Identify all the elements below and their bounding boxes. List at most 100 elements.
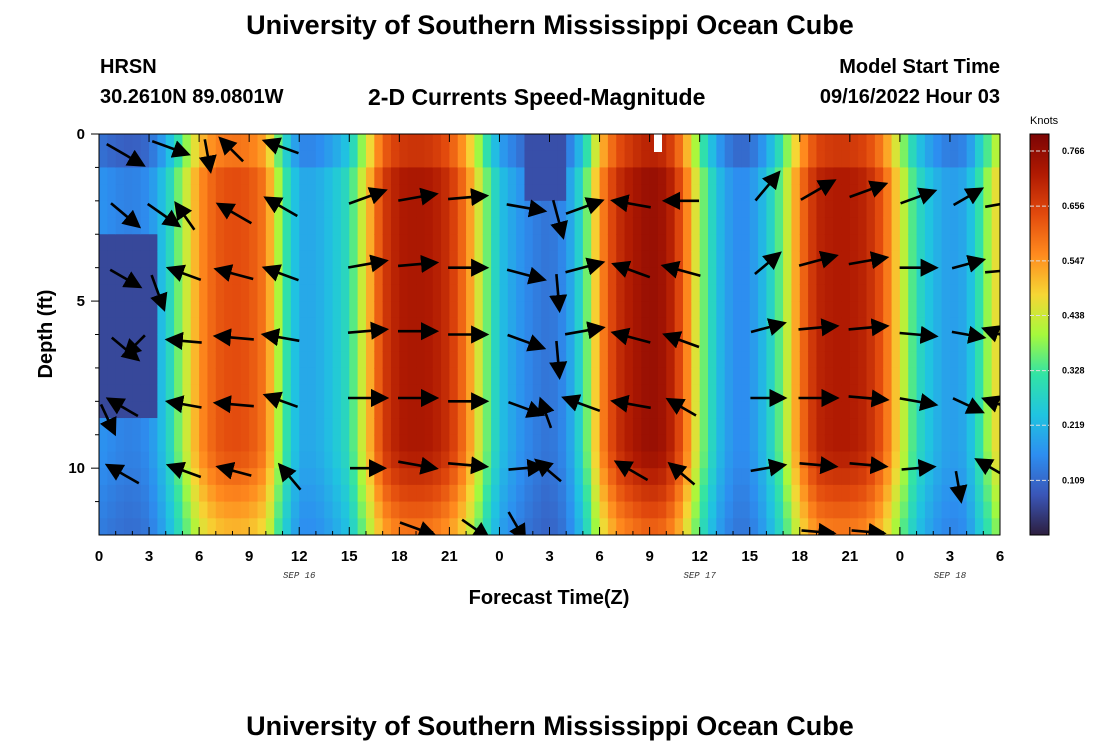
heatmap-cell (591, 484, 601, 503)
heatmap-cell (682, 468, 692, 486)
heatmap-cell (324, 418, 334, 436)
heatmap-cell (758, 401, 767, 419)
heatmap-cell (257, 384, 267, 402)
heatmap-cell (441, 250, 450, 269)
heatmap-cell (365, 351, 375, 369)
heatmap-cell (190, 451, 200, 469)
speed-heatmap (99, 134, 1000, 535)
heatmap-cell (482, 367, 492, 386)
heatmap-cell (132, 217, 142, 235)
heatmap-cell (466, 284, 476, 302)
heatmap-cell (149, 217, 158, 235)
heatmap-cell (416, 484, 425, 503)
heatmap-cell (441, 267, 450, 285)
heatmap-cell (265, 301, 275, 319)
heatmap-cell (174, 150, 184, 169)
heatmap-cell (499, 134, 509, 152)
heatmap-cell (833, 200, 843, 219)
heatmap-cell (165, 367, 175, 386)
heatmap-cell (516, 167, 526, 185)
current-vector-arrow (798, 318, 840, 337)
heatmap-cell (574, 267, 584, 285)
heatmap-cell (215, 468, 225, 486)
heatmap-cell (182, 217, 192, 235)
heatmap-cell (933, 234, 943, 252)
heatmap-cell (407, 317, 417, 336)
heatmap-cell (766, 401, 776, 419)
heatmap-cell (841, 234, 851, 252)
heatmap-cell (741, 167, 751, 185)
heatmap-cell (974, 284, 984, 302)
heatmap-cell (749, 267, 759, 285)
heatmap-cell (215, 367, 225, 386)
heatmap-cell (591, 284, 601, 302)
heatmap-cell (265, 484, 275, 503)
heatmap-cell (749, 418, 759, 436)
heatmap-cell (641, 518, 651, 535)
heatmap-cell (983, 401, 993, 419)
heatmap-cell (874, 267, 884, 285)
heatmap-cell (824, 134, 834, 152)
heatmap-cell (574, 434, 584, 453)
heatmap-cell (874, 367, 884, 386)
heatmap-cell (541, 184, 551, 202)
heatmap-cell (699, 518, 709, 535)
heatmap-cell (891, 351, 901, 369)
heatmap-cell (858, 267, 868, 285)
heatmap-cell (374, 317, 384, 336)
heatmap-cell (257, 234, 267, 252)
heatmap-cell (674, 250, 684, 269)
heatmap-cell (399, 200, 409, 219)
heatmap-cell (491, 468, 501, 486)
heatmap-cell (983, 267, 993, 285)
heatmap-cell (816, 468, 826, 486)
heatmap-cell (390, 468, 400, 486)
heatmap-cell (783, 367, 793, 386)
heatmap-cell (524, 351, 534, 369)
heatmap-cell (766, 134, 776, 152)
heatmap-cell (124, 434, 133, 453)
heatmap-cell (874, 434, 884, 453)
heatmap-cell (632, 334, 642, 352)
heatmap-cell (541, 367, 551, 386)
heatmap-cell (799, 184, 809, 202)
heatmap-cell (99, 184, 108, 202)
current-vector-arrow (750, 458, 788, 477)
heatmap-cell (991, 484, 1000, 503)
current-vector-arrow (506, 199, 548, 218)
heatmap-cell (299, 150, 309, 169)
heatmap-cell (616, 217, 626, 235)
heatmap-cell (699, 451, 709, 469)
heatmap-cell (691, 451, 701, 469)
heatmap-cell (491, 167, 501, 185)
heatmap-cell (274, 167, 284, 185)
heatmap-cell (232, 250, 242, 269)
heatmap-cell (190, 267, 200, 285)
heatmap-cell (466, 418, 476, 436)
heatmap-cell (357, 150, 367, 169)
heatmap-cell (424, 250, 434, 269)
heatmap-cell (491, 384, 501, 402)
current-vector-arrow (508, 400, 546, 418)
heatmap-cell (207, 384, 217, 402)
heatmap-cell (482, 501, 492, 519)
heatmap-cell (482, 518, 492, 535)
heatmap-cell (449, 367, 459, 386)
heatmap-cell (908, 250, 918, 269)
heatmap-cell (966, 434, 976, 453)
date-label: SEP 16 (283, 571, 316, 581)
heatmap-cell (516, 250, 526, 269)
heatmap-cell (349, 267, 359, 285)
heatmap-cell (783, 267, 793, 285)
heatmap-cell (941, 501, 951, 519)
x-tick-label: 18 (791, 548, 808, 565)
heatmap-cell (474, 334, 484, 352)
heatmap-cell (874, 418, 884, 436)
heatmap-cell (382, 451, 392, 469)
heatmap-cell (541, 250, 551, 269)
heatmap-cell (449, 184, 459, 202)
heatmap-cell (140, 150, 150, 169)
heatmap-cell (557, 284, 567, 302)
heatmap-cell (657, 468, 667, 486)
heatmap-cell (599, 451, 609, 469)
